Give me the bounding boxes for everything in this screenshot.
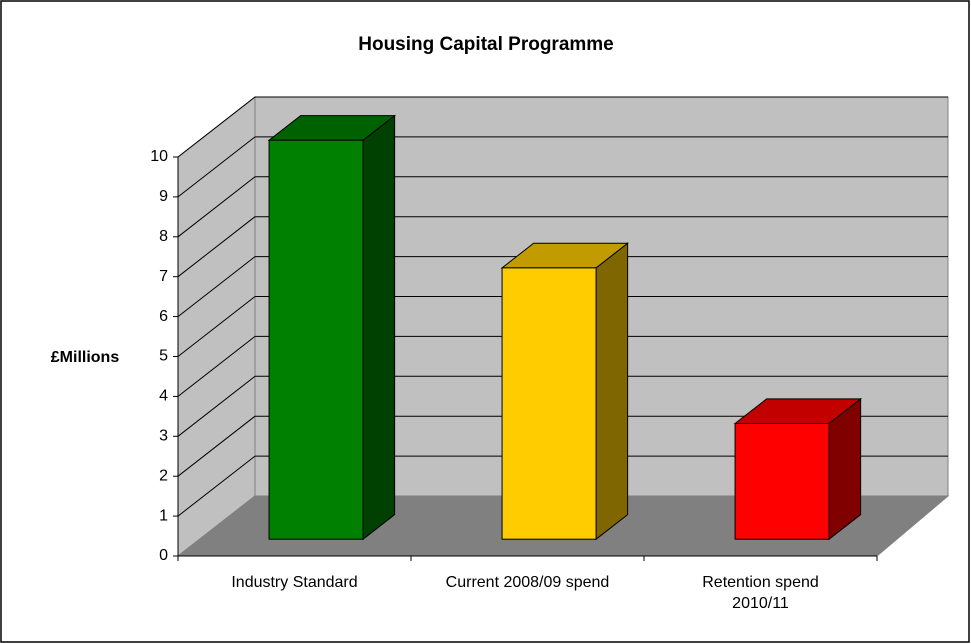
grid-line <box>177 375 256 437</box>
y-tick-label: 10 <box>150 148 168 165</box>
bar-side <box>595 242 629 541</box>
y-tick-label: 9 <box>159 188 168 205</box>
x-tick-label: Retention spend 2010/11 <box>702 574 819 612</box>
bar <box>734 422 830 540</box>
grid-line <box>177 256 256 317</box>
grid-line <box>177 336 256 397</box>
y-tick-label: 1 <box>159 507 168 524</box>
bar <box>268 139 364 540</box>
grid-line <box>177 136 256 198</box>
y-tick-label: 6 <box>159 308 168 325</box>
grid-line <box>177 296 256 357</box>
grid-line <box>177 455 256 517</box>
bar <box>501 267 597 540</box>
y-tick-label: 2 <box>159 467 168 484</box>
x-tick-label: Industry Standard <box>231 574 358 591</box>
grid-line <box>177 415 256 477</box>
y-tick-label: 7 <box>159 268 168 285</box>
y-axis-label: £Millions <box>51 349 120 366</box>
y-tick-label: 5 <box>159 348 168 365</box>
grid-line <box>177 176 256 238</box>
chart-title: Housing Capital Programme <box>358 34 614 55</box>
bar-side <box>362 114 396 541</box>
y-tick-label: 8 <box>159 228 168 245</box>
grid-line <box>177 96 256 158</box>
y-tick-label: 3 <box>159 428 168 445</box>
y-tick-label: 0 <box>159 547 168 564</box>
y-tick-label: 4 <box>159 388 168 405</box>
x-tick-label: Current 2008/09 spend <box>445 574 610 591</box>
grid-line <box>177 216 256 278</box>
